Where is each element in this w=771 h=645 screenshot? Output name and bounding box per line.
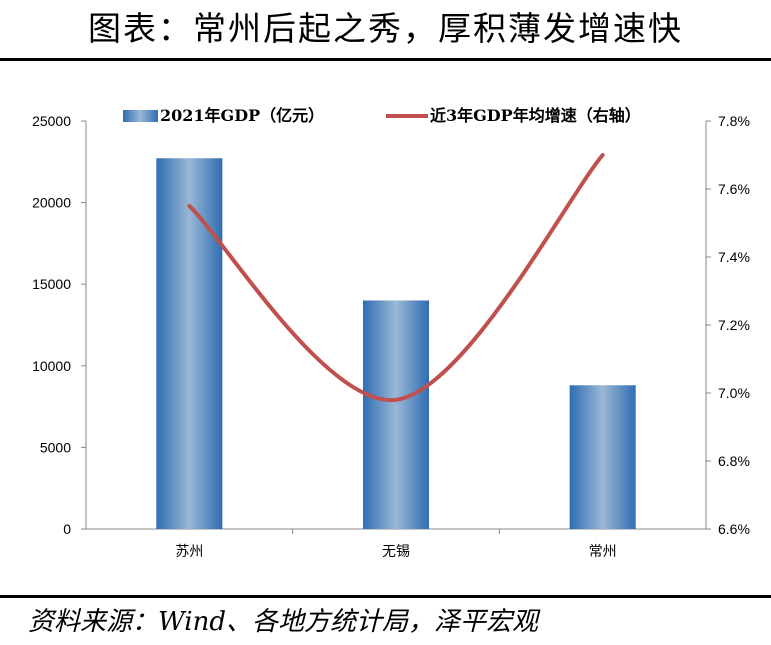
left-tick-label: 15000 <box>32 276 71 292</box>
right-tick-label: 6.8% <box>718 453 750 469</box>
bar <box>156 158 223 529</box>
line-series <box>187 153 605 402</box>
title-divider <box>0 58 771 61</box>
legend-bar-swatch <box>123 110 158 122</box>
x-tick-label: 苏州 <box>175 544 203 560</box>
axes: 0 5000 10000 15000 20000 25000 6.6% 6.8% 7.0% 7.2… <box>32 113 750 560</box>
growth-line <box>187 153 605 402</box>
source-note: 资料来源：Wind、各地方统计局，泽平宏观 <box>28 607 538 637</box>
right-tick-label: 7.6% <box>718 181 750 197</box>
x-tick-label: 常州 <box>589 544 617 560</box>
legend: 2021年GDP（亿元） 近3年GDP年均增速（右轴） <box>123 106 641 125</box>
left-tick-label: 25000 <box>32 113 71 129</box>
combo-chart: 0 5000 10000 15000 20000 25000 6.6% 6.8% 7.0% 7.2… <box>32 106 750 560</box>
left-tick-label: 5000 <box>40 439 71 455</box>
source-divider <box>0 595 771 598</box>
left-tick-label: 10000 <box>32 358 71 374</box>
x-tick-label: 无锡 <box>382 544 410 560</box>
right-tick-label: 7.0% <box>718 385 750 401</box>
right-tick-label: 6.6% <box>718 521 750 537</box>
left-tick-label: 20000 <box>32 195 71 211</box>
bar <box>569 385 636 529</box>
left-tick-label: 0 <box>63 521 71 537</box>
right-tick-label: 7.2% <box>718 317 750 333</box>
legend-bar-label: 2021年GDP（亿元） <box>160 106 324 125</box>
right-tick-label: 7.4% <box>718 249 750 265</box>
legend-line-label: 近3年GDP年均增速（右轴） <box>430 106 641 125</box>
bar-series <box>156 158 636 529</box>
right-tick-label: 7.8% <box>718 113 750 129</box>
bar <box>363 300 429 529</box>
page-title: 图表：常州后起之秀，厚积薄发增速快 <box>88 9 683 48</box>
